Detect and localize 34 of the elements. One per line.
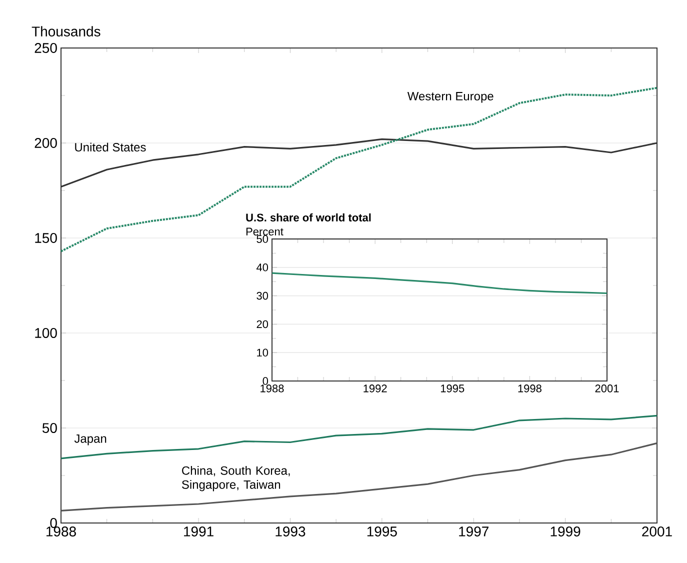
- series-label: China, South Korea, Singapore, Taiwan: [182, 466, 290, 492]
- y-tick-label: 30: [256, 292, 268, 300]
- y-axis-title: Percent: [246, 228, 284, 236]
- line-series: [60, 86, 658, 252]
- y-tick-label: 50: [42, 423, 57, 433]
- y-tick-label: 40: [256, 264, 268, 272]
- x-tick-label: 2001: [595, 384, 619, 392]
- series-label: Japan: [74, 434, 106, 446]
- y-tick-label: 50: [256, 235, 268, 243]
- x-tick-label: 1993: [276, 526, 306, 536]
- y-axis-title: Thousands: [32, 26, 100, 36]
- y-tick-label: 20: [256, 320, 268, 328]
- x-tick-label: 1995: [440, 384, 464, 392]
- y-tick-label: 0: [262, 377, 268, 385]
- y-tick-label: 10: [257, 348, 268, 356]
- x-tick-label: 1999: [550, 526, 580, 536]
- y-tick-label: 150: [35, 233, 57, 243]
- chart-title: U.S. share of world total: [246, 213, 371, 222]
- x-tick-label: 1988: [46, 526, 76, 536]
- x-tick-label: 1995: [367, 526, 397, 536]
- x-tick-label: 1992: [364, 384, 387, 392]
- series-label: Western Europe: [407, 92, 494, 103]
- line-series: [60, 414, 658, 460]
- x-tick-label: 1991: [184, 526, 214, 536]
- y-tick-label: 100: [35, 328, 57, 338]
- line-series: [271, 272, 608, 294]
- x-tick-label: 1998: [518, 384, 542, 392]
- y-tick-label: 0: [50, 518, 57, 528]
- series-label: United States: [75, 142, 146, 152]
- y-tick-label: 200: [34, 138, 57, 148]
- x-tick-label: 1997: [459, 526, 488, 536]
- y-tick-label: 250: [34, 43, 57, 53]
- x-tick-label: 2001: [642, 526, 672, 536]
- x-tick-label: 1988: [260, 384, 284, 392]
